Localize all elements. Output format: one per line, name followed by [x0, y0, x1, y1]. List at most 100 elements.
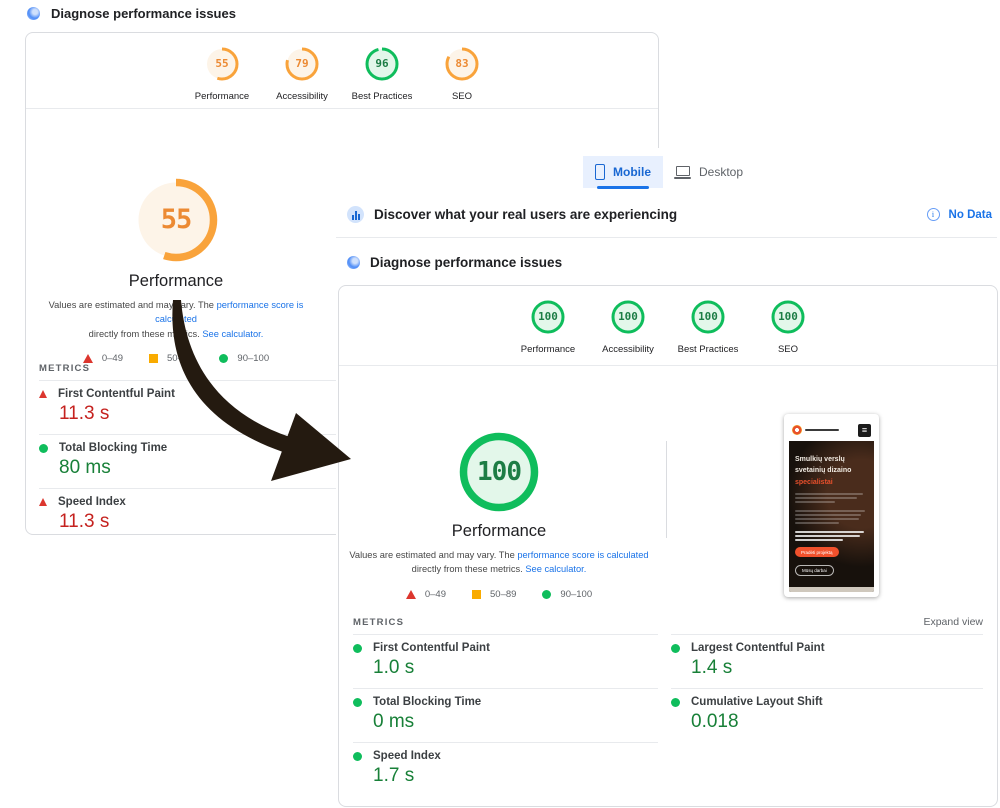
before-score-label: Performance	[128, 272, 224, 290]
final-screenshot-thumbnail[interactable]: ≡ Smulkių verslų svetainių dizaino speci…	[784, 414, 879, 597]
metric-name: Cumulative Layout Shift	[691, 696, 823, 708]
site-footer-strip	[789, 587, 874, 592]
gauge-performance[interactable]: 55 Performance	[182, 47, 262, 102]
diagnose-title: Diagnose performance issues	[370, 255, 563, 270]
no-data-indicator[interactable]: i No Data	[926, 208, 992, 221]
metric-row: First Contentful Paint 11.3 s	[39, 381, 339, 435]
gauge-seo[interactable]: 83 SEO	[422, 47, 502, 102]
gauge-label: Accessibility	[602, 344, 654, 355]
pass-circle-icon	[39, 443, 48, 453]
metric-row: First Contentful Paint 1.0 s	[353, 635, 658, 689]
metric-row: Speed Index 11.3 s	[39, 489, 339, 542]
expand-view-link[interactable]: Expand view	[923, 616, 983, 628]
site-paragraph	[795, 492, 868, 503]
metric-row: Cumulative Layout Shift 0.018	[671, 689, 983, 742]
legend-pass-range: 90–100	[560, 588, 593, 600]
pass-circle-icon	[671, 697, 680, 707]
before-disclaimer: Values are estimated and may vary. The p…	[26, 298, 326, 341]
gauge-score: 96	[375, 57, 389, 70]
site-hero: Smulkių verslų svetainių dizaino special…	[789, 441, 874, 592]
pass-circle-icon	[353, 697, 362, 707]
metrics-title: METRICS	[353, 616, 405, 628]
site-header: ≡	[789, 419, 874, 441]
metrics-right-column: Largest Contentful Paint 1.4 s Cumulativ…	[671, 634, 983, 796]
pass-circle-icon	[353, 643, 362, 653]
tab-mobile-label: Mobile	[613, 165, 651, 179]
fail-triangle-icon	[39, 498, 47, 506]
real-users-icon	[347, 206, 364, 223]
site-paragraph-bold	[795, 530, 868, 541]
gauge-label: SEO	[777, 344, 799, 355]
divider	[336, 237, 997, 238]
metric-row: Speed Index 1.7 s	[353, 743, 658, 796]
divider	[671, 634, 983, 635]
see-calculator-link[interactable]: See calculator.	[202, 328, 264, 339]
tab-desktop[interactable]: Desktop	[668, 156, 749, 188]
gauge-performance[interactable]: 100 Performance	[508, 300, 588, 355]
metric-row: Largest Contentful Paint 1.4 s	[671, 635, 983, 689]
gauge-best-practices[interactable]: 100 Best Practices	[668, 300, 748, 355]
legend-average-range: 50–89	[490, 588, 517, 600]
gauge-accessibility[interactable]: 100 Accessibility	[588, 300, 668, 355]
gauge-score: 83	[455, 57, 469, 70]
after-disclaimer: Values are estimated and may vary. The p…	[339, 548, 659, 577]
page-title: Diagnose performance issues	[51, 6, 236, 21]
disclaimer-text: directly from these metrics.	[88, 328, 203, 339]
site-logo-icon	[792, 425, 802, 435]
gauge-label: Best Practices	[677, 344, 739, 355]
gauge-accessibility[interactable]: 79 Accessibility	[262, 47, 342, 102]
metric-row: Total Blocking Time 0 ms	[353, 689, 658, 743]
before-metrics: METRICS First Contentful Paint 11.3 s To…	[39, 363, 339, 542]
gauge-score: 55	[215, 57, 229, 70]
gauge-label: Accessibility	[276, 91, 328, 102]
site-headline-2: svetainių dizaino	[795, 466, 852, 474]
see-calculator-link[interactable]: See calculator.	[525, 564, 587, 575]
metric-value: 11.3 s	[59, 403, 110, 424]
active-tab-underline	[597, 186, 649, 189]
after-score-value: 100	[477, 457, 522, 487]
after-score-label: Performance	[451, 522, 547, 540]
site-preview: ≡ Smulkių verslų svetainių dizaino speci…	[789, 419, 874, 592]
legend-fail-range: 0–49	[101, 353, 123, 365]
gauge-label: Best Practices	[351, 91, 413, 102]
fail-triangle-icon	[82, 354, 93, 364]
lighthouse-orb-icon	[27, 7, 40, 20]
metrics-left-column: First Contentful Paint 1.0 s Total Block…	[353, 634, 658, 796]
score-legend: 0–49 50–89 90–100	[339, 589, 659, 600]
metric-value: 1.4 s	[691, 657, 733, 678]
pass-circle-icon	[219, 354, 229, 364]
metric-name: Speed Index	[58, 496, 126, 508]
fail-triangle-icon	[405, 589, 416, 599]
performance-score-link[interactable]: performance score is calculated	[517, 550, 649, 560]
legend-fail-range: 0–49	[424, 588, 446, 600]
metric-name: Speed Index	[373, 750, 441, 762]
after-category-gauges: 100 Performance 100 Accessibility 100 Be…	[339, 300, 997, 355]
metric-value: 80 ms	[59, 457, 111, 478]
after-report-card: 100 Performance 100 Accessibility 100 Be…	[338, 285, 998, 807]
gauge-label: SEO	[451, 91, 473, 102]
diagnose-section-header: Diagnose performance issues	[347, 255, 562, 270]
metric-value: 0 ms	[373, 711, 415, 732]
tab-mobile[interactable]: Mobile	[583, 156, 663, 188]
pass-circle-icon	[542, 589, 552, 599]
metric-value: 1.0 s	[373, 657, 415, 678]
average-square-icon	[149, 354, 158, 364]
site-primary-button: Pradėti projektą	[795, 547, 839, 558]
crux-title: Discover what your real users are experi…	[374, 207, 678, 222]
metric-value: 0.018	[691, 711, 739, 732]
metric-name: Total Blocking Time	[59, 442, 168, 454]
fail-triangle-icon	[39, 390, 47, 398]
crux-section-header: Discover what your real users are experi…	[347, 206, 677, 223]
gauge-seo[interactable]: 100 SEO	[748, 300, 828, 355]
metric-name: Total Blocking Time	[373, 696, 482, 708]
pass-circle-icon	[671, 643, 680, 653]
gauge-score: 100	[538, 310, 558, 323]
gauge-label: Performance	[520, 344, 576, 355]
lighthouse-orb-icon	[347, 256, 360, 269]
after-score-section: 100 Performance Values are estimated and…	[339, 432, 659, 600]
metric-name: Largest Contentful Paint	[691, 642, 825, 654]
gauge-score: 100	[698, 310, 718, 323]
disclaimer-text: Values are estimated and may vary. The	[349, 550, 518, 560]
gauge-score: 100	[618, 310, 638, 323]
gauge-best-practices[interactable]: 96 Best Practices	[342, 47, 422, 102]
